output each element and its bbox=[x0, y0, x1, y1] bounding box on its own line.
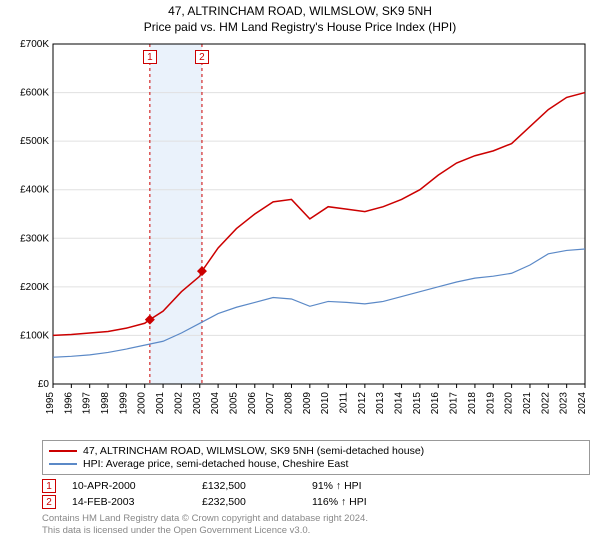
svg-text:1995: 1995 bbox=[45, 392, 56, 415]
svg-text:2009: 2009 bbox=[302, 392, 313, 415]
legend-label-property: 47, ALTRINCHAM ROAD, WILMSLOW, SK9 5NH (… bbox=[83, 445, 424, 457]
chart-title-subtitle: Price paid vs. HM Land Registry's House … bbox=[0, 20, 600, 34]
transaction-row: 1 10-APR-2000 £132,500 91% ↑ HPI bbox=[42, 479, 590, 493]
svg-text:1997: 1997 bbox=[82, 392, 93, 415]
transaction-relative: 116% ↑ HPI bbox=[312, 496, 462, 508]
svg-text:1998: 1998 bbox=[100, 392, 111, 415]
svg-text:2023: 2023 bbox=[559, 392, 570, 415]
transaction-date: 10-APR-2000 bbox=[72, 480, 202, 492]
svg-text:2011: 2011 bbox=[339, 392, 350, 414]
svg-text:2019: 2019 bbox=[485, 392, 496, 415]
svg-text:2016: 2016 bbox=[430, 392, 441, 415]
svg-text:2020: 2020 bbox=[504, 392, 515, 415]
svg-text:2022: 2022 bbox=[540, 392, 551, 415]
svg-text:£700K: £700K bbox=[20, 39, 49, 50]
legend-item-hpi: HPI: Average price, semi-detached house,… bbox=[49, 458, 583, 470]
chart-area: £0 £100K £200K £300K £400K £500K £600K £700K 199… bbox=[5, 36, 595, 436]
legend: 47, ALTRINCHAM ROAD, WILMSLOW, SK9 5NH (… bbox=[42, 440, 590, 475]
svg-text:2005: 2005 bbox=[228, 392, 239, 415]
svg-text:2008: 2008 bbox=[283, 392, 294, 415]
svg-text:2007: 2007 bbox=[265, 392, 276, 415]
transaction-price: £232,500 bbox=[202, 496, 312, 508]
svg-text:2003: 2003 bbox=[192, 392, 203, 415]
svg-text:2002: 2002 bbox=[173, 392, 184, 415]
svg-text:£400K: £400K bbox=[20, 185, 49, 196]
chart-callout: 2 bbox=[195, 50, 209, 64]
svg-text:£500K: £500K bbox=[20, 136, 49, 147]
transaction-marker-2: 2 bbox=[42, 495, 56, 509]
transaction-row: 2 14-FEB-2003 £232,500 116% ↑ HPI bbox=[42, 495, 590, 509]
transactions-table: 1 10-APR-2000 £132,500 91% ↑ HPI 2 14-FE… bbox=[42, 479, 590, 509]
svg-text:2012: 2012 bbox=[357, 392, 368, 415]
price-chart-svg: £0 £100K £200K £300K £400K £500K £600K £700K 199… bbox=[5, 36, 595, 436]
legend-label-hpi: HPI: Average price, semi-detached house,… bbox=[83, 458, 348, 470]
footer-line-2: This data is licensed under the Open Gov… bbox=[42, 525, 590, 537]
svg-text:1999: 1999 bbox=[118, 392, 129, 415]
svg-text:2004: 2004 bbox=[210, 392, 221, 415]
svg-text:2017: 2017 bbox=[449, 392, 460, 415]
svg-text:2013: 2013 bbox=[375, 392, 386, 415]
svg-text:2018: 2018 bbox=[467, 392, 478, 415]
svg-text:£300K: £300K bbox=[20, 233, 49, 244]
svg-text:2024: 2024 bbox=[577, 392, 588, 415]
svg-text:£600K: £600K bbox=[20, 88, 49, 99]
svg-text:1996: 1996 bbox=[63, 392, 74, 415]
chart-callout: 1 bbox=[143, 50, 157, 64]
svg-text:2010: 2010 bbox=[320, 392, 331, 415]
transaction-relative: 91% ↑ HPI bbox=[312, 480, 462, 492]
svg-text:2014: 2014 bbox=[394, 392, 405, 415]
footer-line-1: Contains HM Land Registry data © Crown c… bbox=[42, 513, 590, 525]
legend-swatch-hpi bbox=[49, 463, 77, 465]
svg-text:2006: 2006 bbox=[247, 392, 258, 415]
legend-item-property: 47, ALTRINCHAM ROAD, WILMSLOW, SK9 5NH (… bbox=[49, 445, 583, 457]
transaction-marker-1: 1 bbox=[42, 479, 56, 493]
svg-text:2001: 2001 bbox=[155, 392, 166, 415]
chart-title-address: 47, ALTRINCHAM ROAD, WILMSLOW, SK9 5NH bbox=[0, 4, 600, 18]
svg-text:£100K: £100K bbox=[20, 330, 49, 341]
footer-attribution: Contains HM Land Registry data © Crown c… bbox=[42, 513, 590, 538]
transaction-price: £132,500 bbox=[202, 480, 312, 492]
svg-text:2021: 2021 bbox=[522, 392, 533, 415]
chart-title-block: 47, ALTRINCHAM ROAD, WILMSLOW, SK9 5NH P… bbox=[0, 0, 600, 36]
svg-text:2000: 2000 bbox=[137, 392, 148, 415]
svg-text:2015: 2015 bbox=[412, 392, 423, 415]
svg-text:£0: £0 bbox=[38, 379, 50, 390]
svg-text:£200K: £200K bbox=[20, 282, 49, 293]
legend-swatch-property bbox=[49, 450, 77, 452]
transaction-date: 14-FEB-2003 bbox=[72, 496, 202, 508]
